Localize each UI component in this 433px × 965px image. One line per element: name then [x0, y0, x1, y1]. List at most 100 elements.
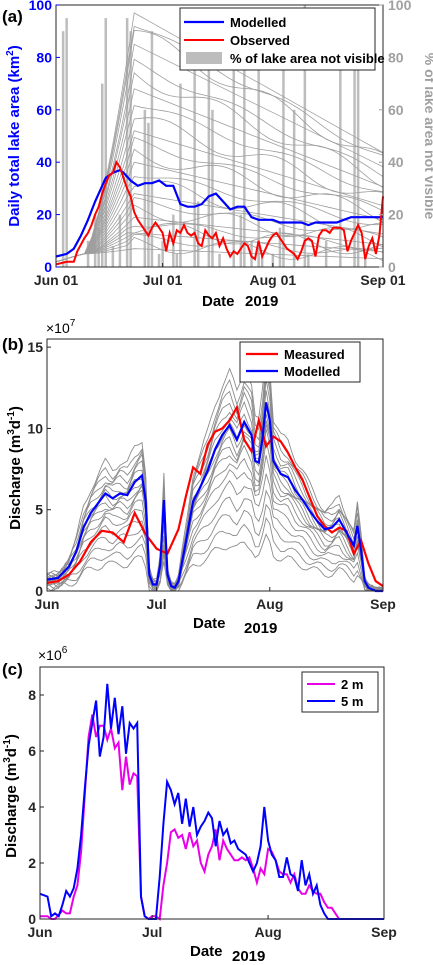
ensemble-line-b: [46, 503, 384, 592]
x-tick-label: Jul 01: [143, 272, 183, 288]
ensemble-line: [55, 148, 384, 263]
y-label-b-part1: Discharge (m: [7, 435, 24, 530]
x-axis-ticks-c: Jun Jul Aug Sep: [28, 915, 397, 940]
ensemble-line-b: [46, 455, 384, 592]
y-tick-label: 4: [28, 799, 36, 815]
ensemble-line: [55, 193, 384, 263]
ensemble-line-b: [46, 420, 384, 592]
plot-frame-a: [55, 4, 384, 268]
y-label-c-close: ): [3, 734, 20, 739]
bar-not-visible: [260, 253, 264, 267]
y-label-b-sup2: -1: [6, 411, 17, 420]
y-axis-label-left-close: ): [6, 45, 23, 50]
series-line-2m: [40, 714, 384, 921]
y-tick-label: 80: [388, 49, 404, 65]
bar-not-visible: [175, 253, 179, 267]
legend-label-bars: % of lake area not visible: [230, 51, 385, 66]
plot-frame-c: [39, 666, 385, 920]
ensemble-line: [55, 176, 384, 263]
exponent-base-b: ×10: [46, 320, 70, 336]
bar-not-visible: [207, 44, 211, 267]
bar-not-visible: [179, 83, 182, 267]
legend-label-2m: 2 m: [341, 677, 363, 692]
x-axis-ticks: Jun 01 Jul 01 Aug 01 Sep 01: [34, 263, 406, 288]
panel-c-label: (c): [2, 660, 23, 679]
legend-box-b: [239, 341, 361, 383]
ensemble-line-b: [46, 344, 384, 592]
x-axis-label-b: Date: [193, 615, 226, 632]
ensemble-line: [55, 204, 384, 263]
bar-not-visible: [150, 31, 154, 268]
y-axis-label-left-superscript: 2: [5, 50, 16, 56]
x-tick-label: Jun: [35, 596, 60, 612]
series-line-5m: [39, 683, 384, 920]
exponent-power-b: 7: [70, 318, 76, 329]
bar-not-visible: [307, 253, 310, 267]
ensemble-line: [55, 232, 384, 263]
x-tick-label: Jul: [142, 924, 162, 940]
x-tick-label: Aug: [256, 596, 283, 612]
y-axis-label-left: Daily total lake area (km2): [5, 45, 23, 226]
bar-not-visible: [218, 253, 221, 267]
y-tick-label: 60: [36, 102, 52, 118]
legend-label-modelled: Modelled: [230, 15, 286, 30]
x-tick-label: Jun: [28, 924, 53, 940]
y-tick-label: 0: [28, 911, 36, 927]
ensemble-line-b: [46, 473, 384, 592]
y-label-b-sup1: 3: [6, 429, 17, 435]
x-tick-label: Sep: [370, 596, 396, 612]
bar-not-visible: [324, 240, 328, 267]
y-tick-label: 100: [29, 0, 53, 13]
x-tick-label: Aug 01: [249, 272, 296, 288]
y-tick-label: 15: [27, 339, 43, 355]
panel-b-discharge: (b) ×107 0 5 10 15 Jun Jul Aug Sep Measured Mo…: [2, 318, 396, 637]
x-axis-label-a: Date: [202, 293, 235, 310]
y-tick-label: 20: [36, 207, 52, 223]
ensemble-line-b: [46, 366, 384, 592]
exponent-base-c: ×10: [38, 647, 62, 663]
bar-not-visible: [271, 253, 275, 267]
y-axis-label-left-text: Daily total lake area (km: [6, 56, 23, 227]
ensemble-line-b: [46, 359, 384, 592]
ensemble-line-b: [46, 489, 384, 592]
y-label-c-sup1: 3: [2, 757, 13, 763]
ensemble-line: [55, 223, 384, 263]
y-label-b-close: ): [7, 406, 24, 411]
y-tick-label: 5: [35, 502, 43, 518]
y-tick-label: 20: [388, 207, 404, 223]
panel-b-label: (b): [2, 335, 24, 354]
legend-b: Measured Modelled: [239, 341, 361, 383]
ensemble-line-b: [46, 424, 384, 592]
y-tick-label: 80: [36, 49, 52, 65]
ensemble-line: [55, 88, 384, 263]
bar-not-visible: [111, 246, 115, 267]
ensemble-lines: [55, 12, 384, 263]
bar-not-visible: [292, 109, 296, 267]
y-tick-label: 100: [388, 0, 412, 13]
ensemble-line: [55, 161, 384, 263]
bar-not-visible: [364, 253, 367, 267]
y-tick-label: 6: [28, 743, 36, 759]
y-tick-label: 0: [35, 583, 43, 599]
x-axis-year-a: 2019: [245, 293, 278, 310]
legend-a: Modelled Observed % of lake area not vis…: [179, 7, 385, 71]
bar-not-visible: [61, 31, 65, 268]
legend-label-5m: 5 m: [341, 694, 363, 709]
y-label-c-part2: d: [3, 748, 20, 757]
x-tick-label: Sep 01: [360, 272, 405, 288]
y-axis-label-right: % of lake area not visible: [422, 53, 433, 220]
y-tick-label: 8: [28, 687, 36, 703]
bar-not-visible: [196, 201, 200, 267]
legend-label-observed: Observed: [230, 33, 290, 48]
y-tick-label: 10: [27, 420, 43, 436]
y-tick-label: 0: [388, 259, 396, 275]
exponent-label-c: ×106: [38, 645, 68, 663]
x-tick-label: Jun 01: [34, 272, 79, 288]
bar-not-visible: [143, 109, 147, 267]
ensemble-line: [55, 248, 384, 263]
y-tick-label: 40: [36, 154, 52, 170]
bar-not-visible: [353, 18, 356, 267]
plot-frame-b: [46, 338, 384, 592]
